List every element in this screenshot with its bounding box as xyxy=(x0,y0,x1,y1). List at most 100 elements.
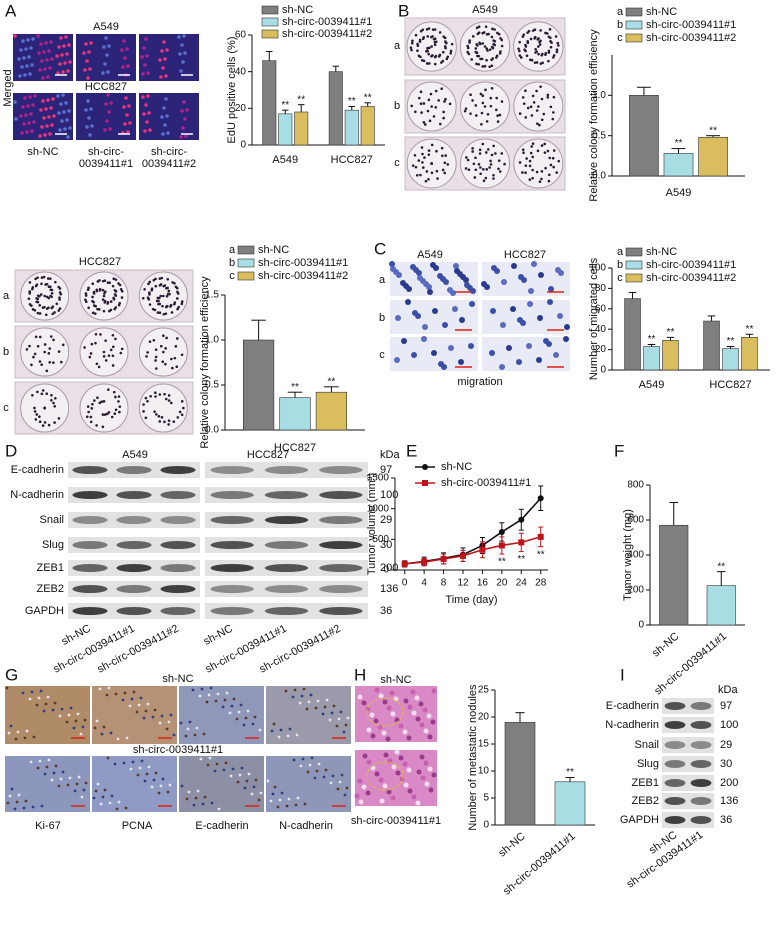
image-dot xyxy=(44,107,48,111)
image-dot xyxy=(222,768,226,772)
colony xyxy=(148,293,151,296)
legend-key: b xyxy=(229,257,235,269)
colony xyxy=(546,149,550,153)
blot-band xyxy=(210,585,254,593)
colony xyxy=(36,344,40,348)
image-dot xyxy=(410,264,416,270)
blot-band xyxy=(690,721,712,729)
colony xyxy=(57,309,61,312)
image-dot xyxy=(499,364,505,370)
colony xyxy=(155,413,158,416)
image-dot xyxy=(47,115,51,119)
colony xyxy=(500,100,504,103)
y-tick-label: 0.0 xyxy=(592,171,606,182)
colony xyxy=(153,410,156,413)
colony xyxy=(95,424,98,427)
colony xyxy=(150,289,154,292)
blot-band xyxy=(319,564,363,572)
image-dot xyxy=(389,261,395,267)
colony xyxy=(112,277,116,280)
image-dot xyxy=(259,791,263,795)
colony xyxy=(541,61,544,65)
colony xyxy=(420,111,423,114)
image-dot xyxy=(19,114,23,118)
image-dot xyxy=(177,35,181,39)
image-dot xyxy=(10,787,14,791)
colony xyxy=(529,151,533,155)
colony xyxy=(167,399,171,402)
image-dot xyxy=(106,756,110,760)
colony xyxy=(425,28,429,31)
colony xyxy=(551,117,555,121)
image-dot xyxy=(224,761,228,765)
colony xyxy=(432,37,436,41)
image-dot xyxy=(424,781,430,787)
colony xyxy=(499,50,502,53)
image-dot xyxy=(93,726,97,730)
blot-group-label: HCC827 xyxy=(247,449,289,461)
colony xyxy=(427,98,431,102)
colony xyxy=(143,287,146,291)
image-dot xyxy=(489,350,495,356)
colony xyxy=(58,291,62,294)
colony xyxy=(162,312,166,316)
image-dot xyxy=(254,778,258,782)
colony xyxy=(176,297,179,300)
colony xyxy=(531,168,534,172)
blot-band xyxy=(210,607,254,615)
image-dot xyxy=(88,133,92,137)
colony xyxy=(444,154,448,157)
x-tick-label: 28 xyxy=(535,578,547,589)
image-dot xyxy=(55,54,59,58)
dish-well xyxy=(79,383,129,433)
colony xyxy=(534,47,537,51)
image-dot xyxy=(81,725,85,729)
colony xyxy=(33,308,37,312)
colony xyxy=(47,423,51,427)
point xyxy=(479,546,486,553)
colony xyxy=(535,61,539,64)
blot-band xyxy=(264,585,309,593)
image-dot xyxy=(26,38,30,42)
kda-label: 29 xyxy=(380,514,392,526)
colony xyxy=(149,395,152,398)
colony xyxy=(113,293,117,296)
y-axis-label: Number of migrated cells xyxy=(588,257,600,380)
image-dot xyxy=(269,799,273,803)
image-dot xyxy=(72,726,76,730)
image-dot xyxy=(121,698,125,702)
colony xyxy=(443,45,447,48)
colony xyxy=(153,308,157,312)
image-dot xyxy=(52,771,56,775)
protein-label: N-cadherin xyxy=(605,719,659,731)
colony xyxy=(144,416,148,420)
colony xyxy=(555,171,559,174)
image-dot xyxy=(16,730,20,734)
image-dot xyxy=(430,262,436,268)
image-dot xyxy=(138,766,142,770)
image-dot xyxy=(370,733,376,739)
row-label: a xyxy=(379,274,386,286)
image-dot xyxy=(407,788,413,794)
image-label: E-cadherin xyxy=(195,820,248,832)
kda-label: 100 xyxy=(380,489,398,501)
image-dot xyxy=(390,266,396,272)
colony xyxy=(158,393,162,396)
colony xyxy=(154,391,157,395)
image-dot xyxy=(247,772,251,776)
colony xyxy=(489,163,493,166)
colony xyxy=(546,93,550,97)
colony xyxy=(94,312,97,315)
image-dot xyxy=(377,724,383,730)
kda-label: 30 xyxy=(720,758,732,770)
image-dot xyxy=(21,691,25,695)
colony xyxy=(25,348,29,351)
y-axis-label: Relative colony formation efficiency xyxy=(588,29,600,202)
bar xyxy=(360,106,375,146)
point xyxy=(498,542,505,549)
row-label: a xyxy=(3,290,10,302)
x-tick-label: 12 xyxy=(457,578,469,589)
image-dot xyxy=(6,801,10,805)
image-dot xyxy=(122,761,126,765)
colony xyxy=(484,151,488,154)
